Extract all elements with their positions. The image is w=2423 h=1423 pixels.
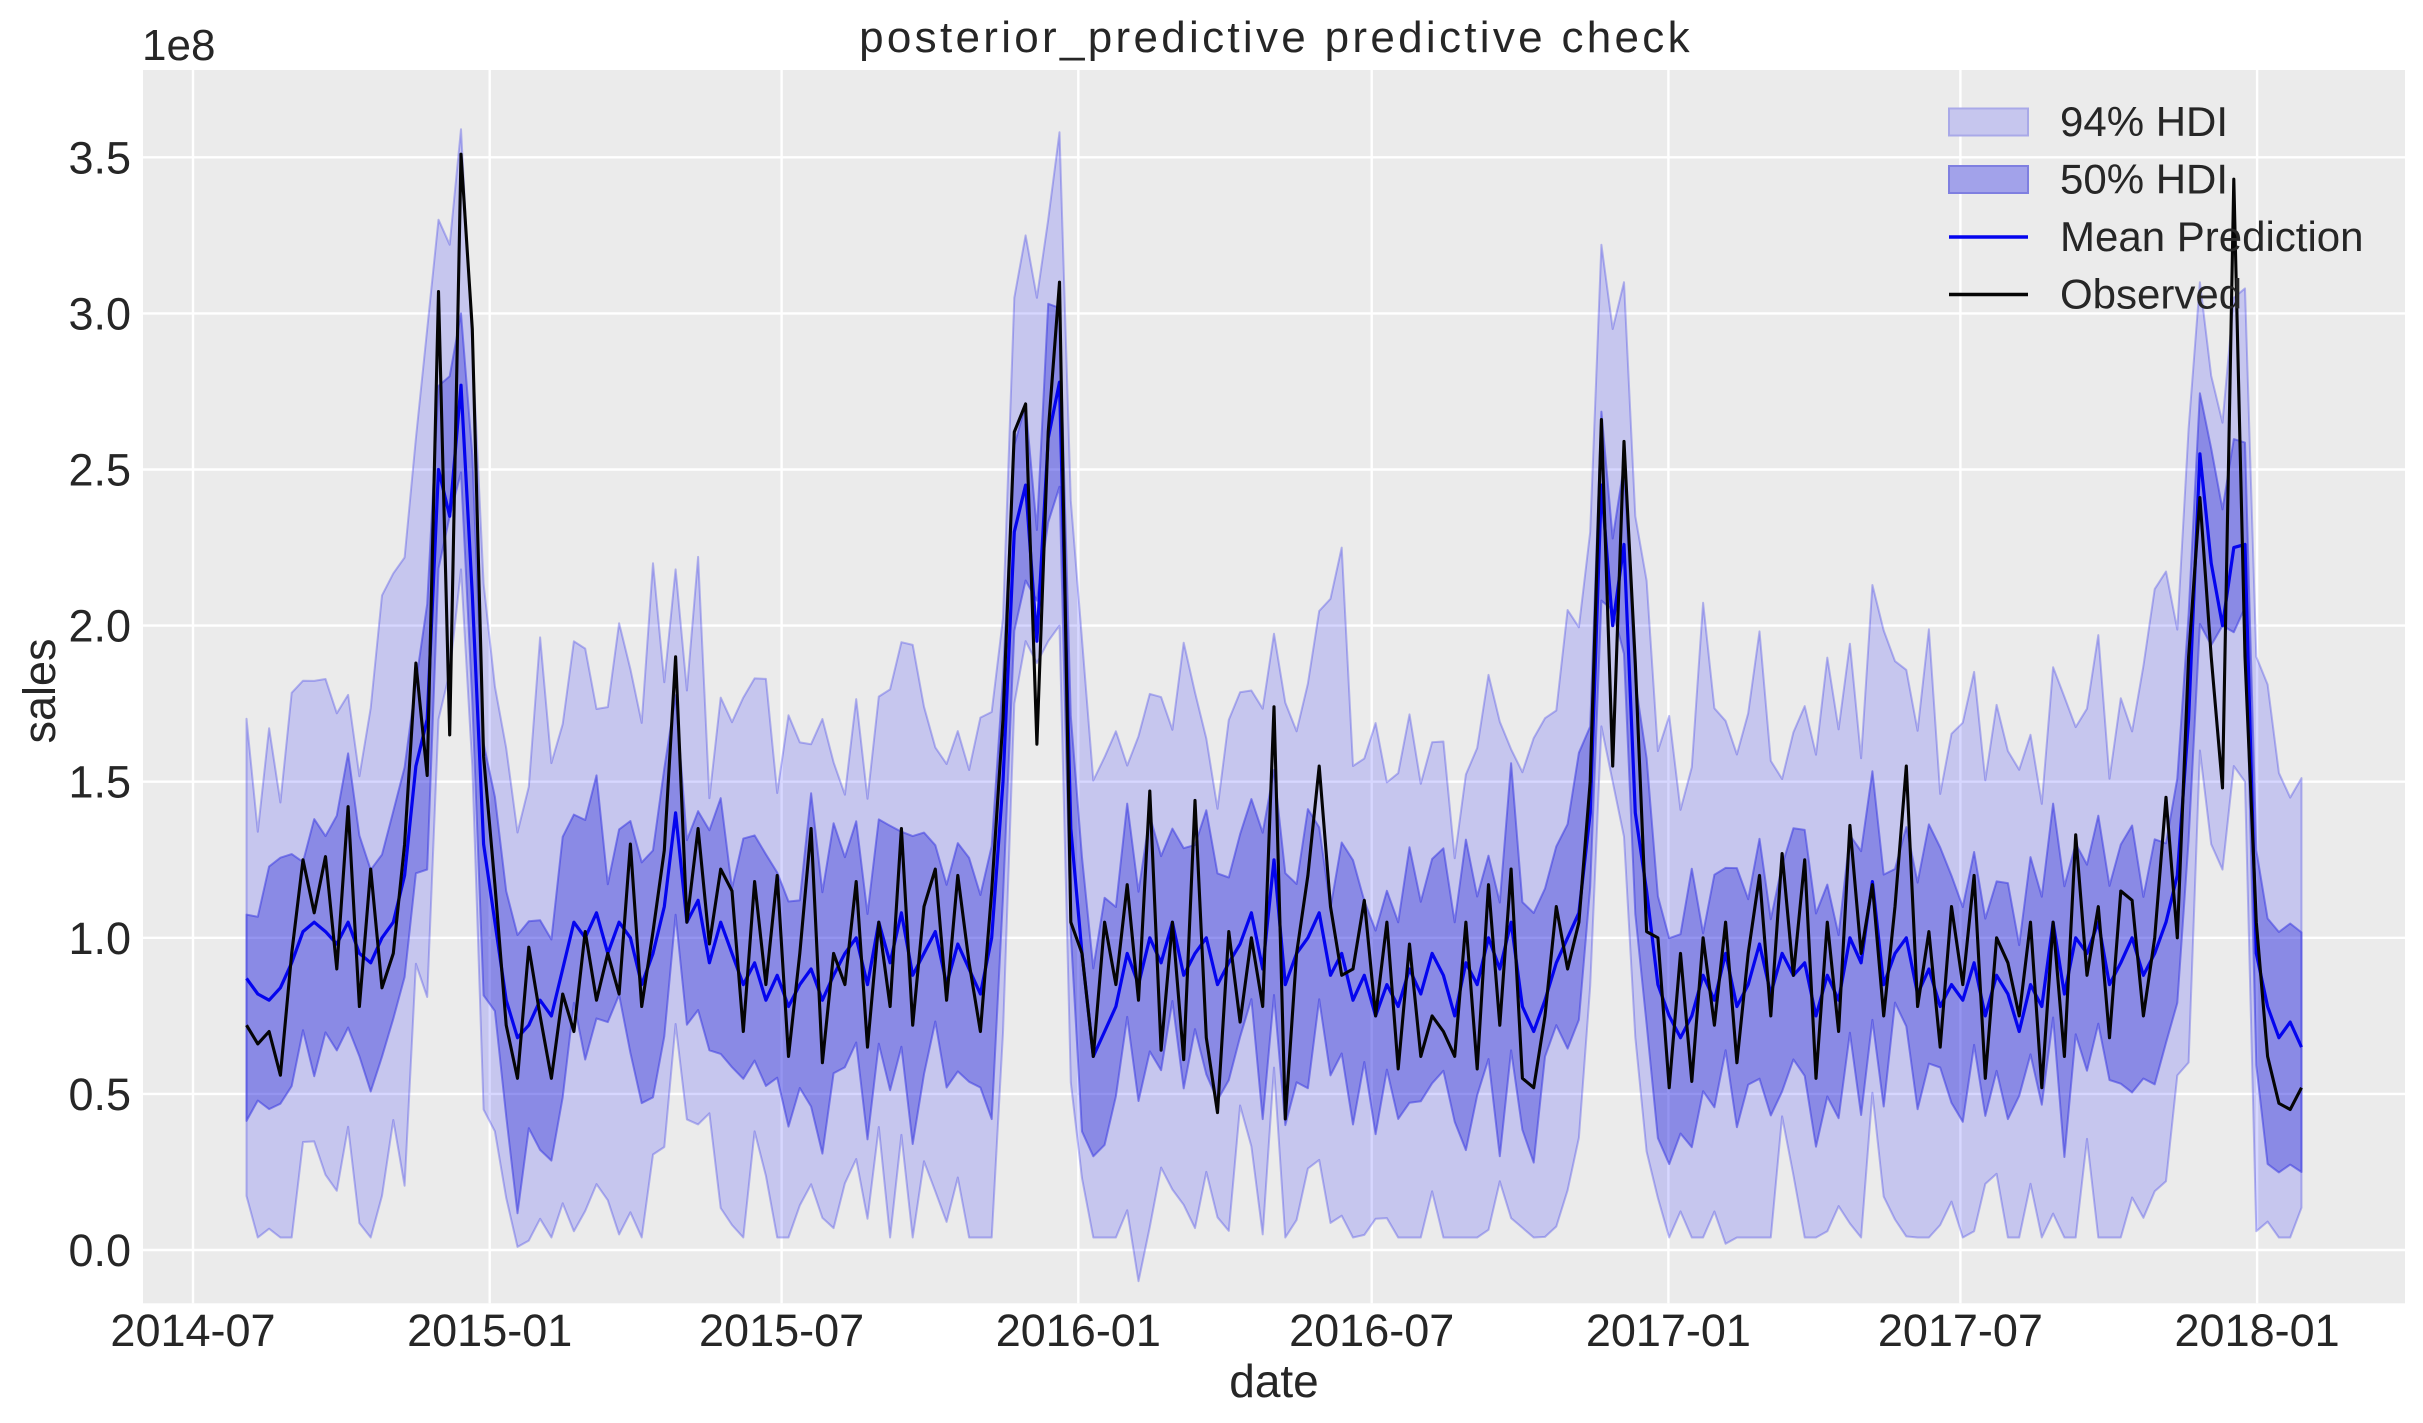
svg-text:0.5: 0.5 bbox=[68, 1069, 131, 1120]
svg-text:sales: sales bbox=[14, 638, 65, 743]
svg-text:2.5: 2.5 bbox=[68, 445, 131, 496]
svg-text:2015-07: 2015-07 bbox=[699, 1305, 864, 1356]
svg-text:2015-01: 2015-01 bbox=[407, 1305, 572, 1356]
svg-text:2.0: 2.0 bbox=[68, 601, 131, 652]
svg-text:posterior_predictive predictiv: posterior_predictive predictive check bbox=[859, 13, 1693, 62]
svg-text:2014-07: 2014-07 bbox=[110, 1305, 275, 1356]
svg-text:2016-01: 2016-01 bbox=[996, 1305, 1161, 1356]
svg-text:2016-07: 2016-07 bbox=[1289, 1305, 1454, 1356]
svg-text:1.0: 1.0 bbox=[68, 913, 131, 964]
svg-text:1.5: 1.5 bbox=[68, 757, 131, 808]
svg-text:2017-01: 2017-01 bbox=[1586, 1305, 1751, 1356]
svg-text:1e8: 1e8 bbox=[142, 21, 215, 70]
svg-text:2017-07: 2017-07 bbox=[1878, 1305, 2043, 1356]
svg-text:Observed: Observed bbox=[2060, 271, 2242, 318]
svg-text:94% HDI: 94% HDI bbox=[2060, 98, 2228, 145]
svg-text:3.0: 3.0 bbox=[68, 288, 131, 339]
svg-text:2018-01: 2018-01 bbox=[2175, 1305, 2340, 1356]
svg-text:Mean Prediction: Mean Prediction bbox=[2060, 213, 2364, 260]
svg-text:50% HDI: 50% HDI bbox=[2060, 156, 2228, 203]
svg-text:3.5: 3.5 bbox=[68, 132, 131, 183]
svg-text:0.0: 0.0 bbox=[68, 1225, 131, 1276]
svg-text:date: date bbox=[1229, 1355, 1319, 1407]
